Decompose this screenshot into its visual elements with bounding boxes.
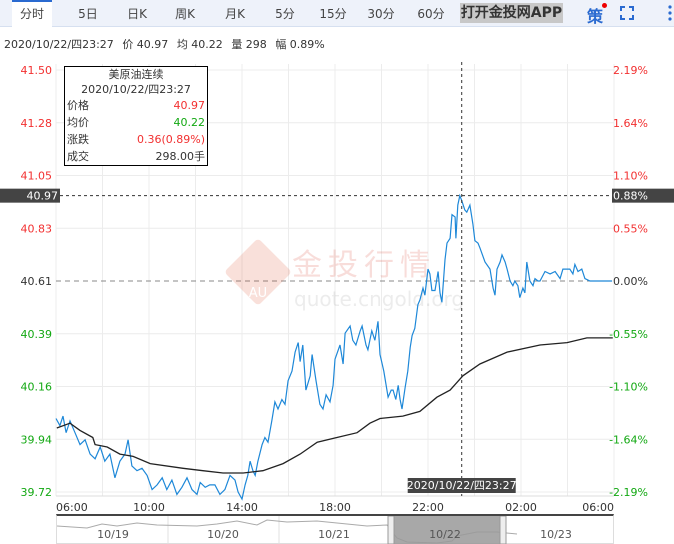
pct-tick-label: 2.19% — [613, 64, 648, 77]
tooltip-change: 0.36(0.89%) — [136, 133, 205, 146]
tab-5day[interactable]: 5日 — [78, 7, 98, 21]
tooltip-label: 成交 — [67, 150, 89, 163]
period-tabbar: 分时 5日 日K 周K 月K 5分 15分 30分 60分 打开金投网APP 策 — [0, 0, 674, 28]
pct-tick-label: 0.55% — [613, 222, 648, 235]
y-tick-label: 40.39 — [21, 328, 53, 341]
tab-30min[interactable]: 30分 — [367, 7, 395, 21]
y-tick-label: 41.05 — [21, 170, 53, 183]
more-vertical-icon[interactable] — [668, 5, 672, 21]
y-tick-label: 40.16 — [21, 381, 53, 394]
tab-15min[interactable]: 15分 — [319, 7, 347, 21]
tooltip-title: 美原油连续 — [108, 68, 164, 81]
pct-tick-label: 1.64% — [613, 117, 648, 130]
navigator-left-handle[interactable] — [387, 516, 395, 544]
pct-tick-label: 1.10% — [613, 170, 648, 183]
strategy-button[interactable]: 策 — [587, 7, 604, 26]
tooltip-volume: 298.00手 — [155, 150, 206, 163]
crosshair-price-label: 40.97 — [27, 190, 59, 203]
tooltip-label: 价格 — [67, 99, 89, 112]
fullscreen-icon[interactable] — [620, 6, 634, 20]
quote-info-line: 2020/10/22/四23:27 价 40.97 均 40.22 量 298 … — [4, 36, 330, 52]
x-tick-label: 18:00 — [319, 501, 351, 514]
y-tick-label: 41.50 — [21, 64, 53, 77]
pct-tick-label: -0.55% — [609, 328, 648, 341]
tooltip-datetime: 2020/10/22/四23:27 — [81, 83, 191, 96]
pct-tick-label: -2.19% — [609, 486, 648, 499]
tab-60min[interactable]: 60分 — [417, 7, 445, 21]
open-app-button[interactable]: 打开金投网APP — [460, 3, 563, 23]
tooltip-label: 均价 — [67, 116, 89, 129]
info-datetime: 2020/10/22/四23:27 — [4, 38, 114, 51]
crosshair-time-label: 2020/10/22/四23:27 — [407, 479, 517, 492]
tab-monthly-k[interactable]: 月K — [225, 7, 245, 21]
notification-dot — [602, 3, 607, 8]
crosshair-time-label-bg — [407, 478, 516, 493]
navigator-date: 10/23 — [540, 528, 572, 541]
crosshair-price-label-bg — [0, 188, 60, 203]
navigator-date: 10/22 — [429, 528, 461, 541]
pct-tick-label: -1.10% — [609, 381, 648, 394]
watermark-url: quote.cngold.org — [294, 287, 464, 311]
y-tick-label: 39.72 — [21, 486, 53, 499]
price-line — [55, 193, 613, 501]
info-average: 均 40.22 — [176, 38, 223, 51]
pct-tick-label: -1.64% — [609, 433, 648, 446]
watermark: AU 金投行情 quote.cngold.org — [225, 239, 464, 311]
crosshair-pct-label-bg — [612, 188, 674, 203]
y-tick-label: 41.28 — [21, 117, 53, 130]
y-tick-label: 39.94 — [21, 433, 53, 446]
navigator-date: 10/20 — [207, 528, 239, 541]
tooltip-price: 40.97 — [173, 99, 206, 112]
tab-intraday[interactable]: 分时 — [12, 0, 52, 28]
y-tick-label: 40.83 — [21, 222, 53, 235]
average-price-line — [56, 337, 613, 474]
navigator-date: 10/21 — [318, 528, 350, 541]
x-tick-label: 10:00 — [133, 501, 165, 514]
navigator-selection[interactable] — [393, 516, 503, 544]
navigator-date: 10/19 — [97, 528, 129, 541]
tab-weekly-k[interactable]: 周K — [175, 7, 195, 21]
watermark-logo-icon — [225, 239, 291, 305]
navigator-right-handle[interactable] — [499, 516, 507, 544]
x-tick-label: 06:00 — [56, 501, 88, 514]
time-navigator[interactable]: 10/19 10/20 10/21 10/22 10/23 — [56, 514, 614, 544]
pct-tick-label: 0.00% — [613, 275, 648, 288]
info-price: 价 40.97 — [122, 38, 169, 51]
tab-5min[interactable]: 5分 — [275, 7, 295, 21]
tooltip-average: 40.22 — [173, 116, 206, 129]
x-tick-label: 06:00 — [582, 501, 614, 514]
axes: 41.50 2.19% 41.28 1.64% 41.05 1.10% 40.83 0.55%… — [21, 64, 649, 514]
watermark-brand: 金投行情 — [292, 248, 436, 283]
tooltip-label: 涨跌 — [67, 133, 89, 146]
y-tick-label: 40.61 — [21, 275, 53, 288]
crosshair: 40.97 0.88% 2020/10/22/四23:27 — [0, 62, 674, 496]
watermark-logo-text: AU — [249, 286, 267, 301]
series-lines — [55, 193, 613, 501]
x-tick-label: 14:00 — [226, 501, 258, 514]
crosshair-pct-label: 0.88% — [613, 190, 648, 203]
x-tick-label: 22:00 — [412, 501, 444, 514]
x-tick-label: 02:00 — [505, 501, 537, 514]
info-volume: 量 298 — [231, 38, 267, 51]
tab-daily-k[interactable]: 日K — [127, 7, 147, 21]
info-amplitude: 幅 0.89% — [275, 38, 325, 51]
tooltip: 美原油连续 2020/10/22/四23:27 价格 40.97 均价 40.22 … — [64, 66, 208, 166]
